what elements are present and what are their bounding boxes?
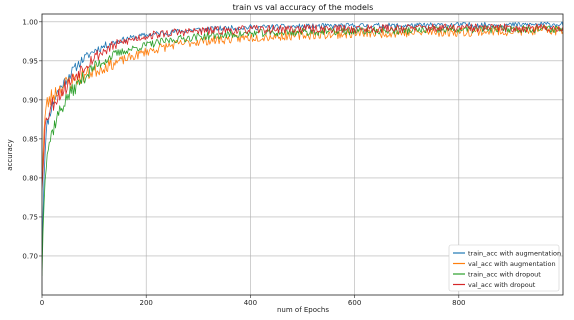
legend: train_acc with augmentation val_acc with … (448, 244, 561, 292)
x-tick-label: 400 (244, 299, 257, 307)
legend-entry: val_acc with augmentation (468, 260, 556, 268)
y-tick-label: 0.70 (22, 252, 38, 260)
axis-ticks: 0 200 400 600 800 0.70 0.75 0.80 0.85 0.90 0.95 1.0… (22, 18, 465, 307)
y-tick-label: 0.80 (22, 174, 38, 182)
y-tick-label: 0.90 (22, 96, 38, 104)
legend-box (448, 244, 560, 292)
chart-title: train vs val accuracy of the models (233, 3, 374, 12)
grid (41, 14, 563, 295)
x-axis-label: num of Epochs (277, 306, 329, 314)
y-axis-label: accuracy (6, 139, 14, 171)
x-tick-label: 600 (348, 299, 361, 307)
series-line-4 (42, 23, 563, 191)
series-line-2 (42, 25, 563, 184)
y-tick-label: 0.85 (22, 135, 38, 143)
y-tick-label: 0.75 (22, 213, 38, 221)
series-line-1 (42, 21, 563, 260)
x-tick-label: 0 (40, 299, 44, 307)
x-tick-label: 200 (140, 299, 153, 307)
plot-area-frame (41, 13, 564, 296)
y-tick-label: 1.00 (22, 18, 38, 26)
x-tick-label: 800 (452, 299, 465, 307)
legend-entry: val_acc with dropout (468, 281, 536, 289)
series-line-3 (42, 24, 563, 276)
series-lines (42, 21, 563, 276)
y-tick-label: 0.95 (22, 57, 38, 65)
legend-entry: train_acc with augmentation (468, 249, 561, 257)
legend-entry: train_acc with dropout (468, 270, 541, 278)
